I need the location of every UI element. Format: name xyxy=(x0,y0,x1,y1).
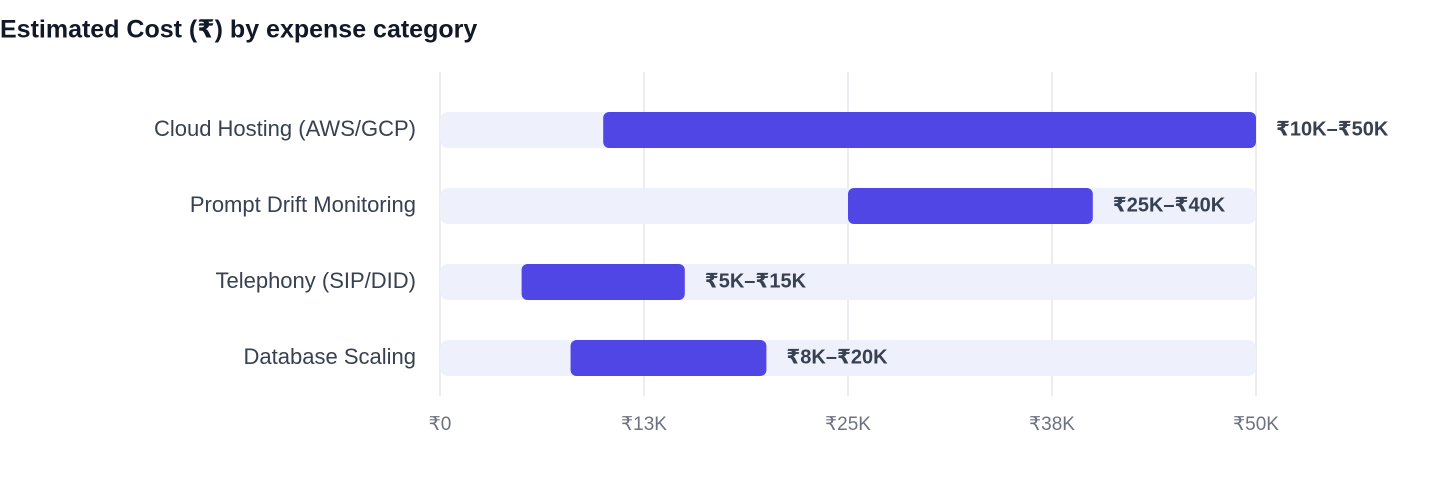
category-label: Cloud Hosting (AWS/GCP) xyxy=(154,116,416,141)
chart-title: Estimated Cost (₹) by expense category xyxy=(0,16,477,44)
x-tick-label: ₹0 xyxy=(429,414,452,435)
range-bar xyxy=(848,188,1093,224)
value-label: ₹8K–₹20K xyxy=(786,346,888,368)
range-bar xyxy=(521,264,685,300)
value-label: ₹10K–₹50K xyxy=(1276,118,1389,140)
range-bar xyxy=(603,112,1256,148)
x-tick-label: ₹38K xyxy=(1029,414,1075,435)
value-label: ₹25K–₹40K xyxy=(1113,194,1226,216)
range-bar xyxy=(570,340,767,376)
category-label: Prompt Drift Monitoring xyxy=(190,192,416,217)
x-tick-label: ₹50K xyxy=(1233,414,1279,435)
value-label: ₹5K–₹15K xyxy=(705,270,807,292)
category-label: Database Scaling xyxy=(244,344,416,369)
category-label: Telephony (SIP/DID) xyxy=(215,268,416,293)
x-tick-label: ₹25K xyxy=(825,414,871,435)
x-tick-label: ₹13K xyxy=(621,414,667,435)
